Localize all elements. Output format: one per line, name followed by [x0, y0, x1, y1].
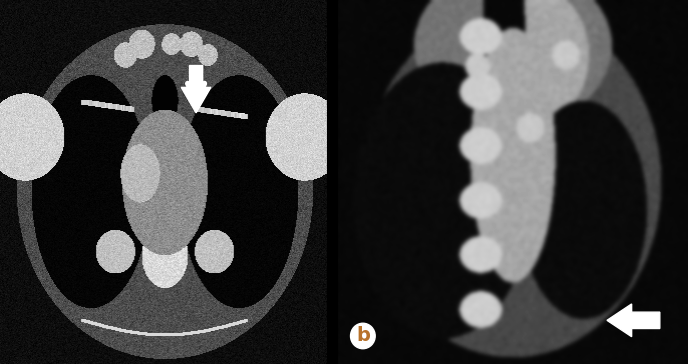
- Text: b: b: [356, 327, 370, 345]
- FancyArrow shape: [181, 66, 211, 113]
- FancyArrow shape: [607, 304, 660, 337]
- Circle shape: [351, 323, 375, 349]
